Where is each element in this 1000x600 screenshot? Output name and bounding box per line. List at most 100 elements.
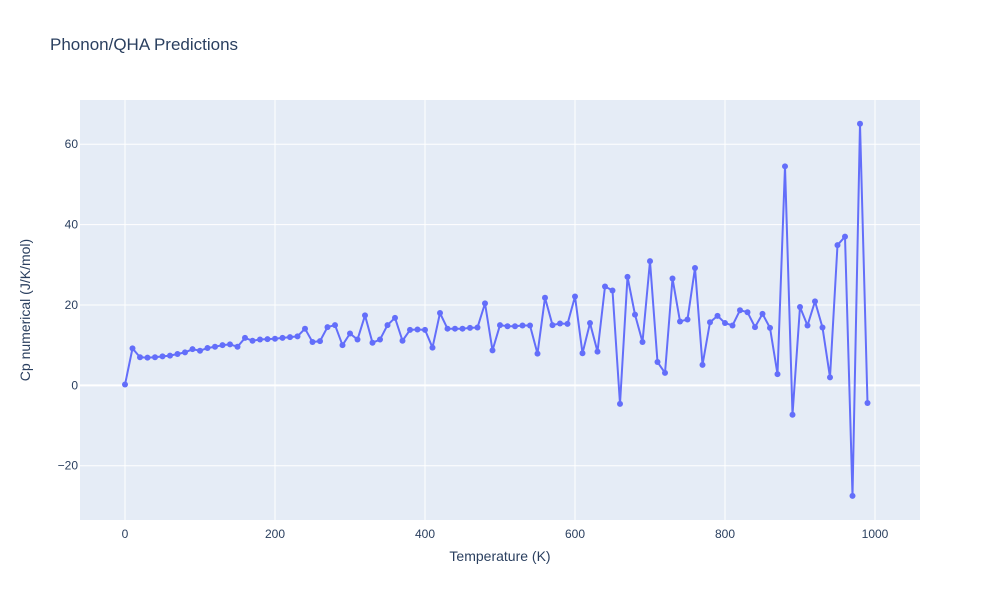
x-tick-label: 1000 [862,527,889,541]
data-point [332,322,338,329]
data-point [647,258,653,265]
data-point [579,350,586,357]
data-point [437,310,443,317]
data-point [467,324,473,331]
x-tick-label: 200 [265,527,285,541]
data-point [414,326,421,333]
data-point [219,342,226,349]
data-point [227,341,233,348]
data-point [459,325,466,332]
data-point [129,345,136,352]
data-point [377,336,383,343]
data-point [849,492,856,499]
data-point [339,342,346,349]
data-point [324,324,331,331]
data-point [594,348,601,355]
data-point [609,287,616,294]
data-point [782,163,788,170]
data-point [302,325,308,332]
series-line [124,122,869,497]
data-point [399,337,406,344]
data-point [759,310,766,317]
data-point [669,275,676,282]
data-point [452,325,458,332]
data-point [264,336,271,343]
y-tick-label: 20 [65,298,79,312]
y-tick-label: 40 [65,218,79,232]
data-point [827,374,833,381]
data-point [842,233,848,240]
data-point [257,336,263,343]
data-point [624,273,631,280]
data-point [482,300,488,307]
data-point [287,334,293,341]
data-point [542,294,548,301]
tick-labels: 0 200 400 600 800 1000 −20 0 20 40 60 [58,137,889,541]
data-point [152,354,158,361]
data-point [309,338,316,345]
data-point [714,312,721,319]
data-point [564,320,571,327]
data-point [632,311,638,318]
data-point [362,312,368,319]
data-point [444,325,451,332]
data-point [504,323,511,330]
data-point [189,346,196,353]
data-point [654,359,661,366]
y-tick-label: −20 [58,459,79,473]
data-point [617,400,623,407]
data-point [212,343,218,350]
data-point [234,343,241,350]
data-point [197,347,203,354]
data-point [527,322,533,329]
data-point [534,350,541,357]
data-point [204,344,211,351]
data-point [662,369,668,376]
data-point [692,265,698,271]
data-point [122,381,128,388]
data-point [174,351,181,358]
data-point [474,324,481,331]
x-tick-label: 600 [565,527,585,541]
data-point [857,120,863,127]
data-point [407,326,413,333]
data-point [519,322,526,329]
data-point [572,293,578,300]
data-point [354,336,361,343]
data-point [384,322,391,329]
data-point [249,337,256,344]
data-point [489,347,496,354]
data-point [557,320,563,327]
data-point [497,322,503,329]
data-point [137,354,143,361]
data-point [737,307,743,314]
data-point [159,353,166,360]
data-point [677,318,683,325]
data-point [587,320,593,327]
x-tick-label: 400 [415,527,435,541]
data-point [767,324,773,331]
data-point [797,303,803,310]
data-point [789,411,796,418]
data-point [242,334,248,341]
data-point [722,320,728,327]
data-point [317,338,323,345]
chart-title: Phonon/QHA Predictions [50,35,238,54]
data-point [729,322,736,329]
data-point [294,333,301,340]
data-point [699,361,706,368]
data-point [812,298,818,305]
data-point [422,326,428,333]
data-point [182,349,188,356]
data-point [744,309,751,316]
y-tick-label: 60 [65,137,79,151]
data-point [864,400,871,407]
data-point [804,322,811,329]
data-point [602,283,608,290]
data-point [707,319,713,326]
data-point [639,338,646,345]
x-tick-label: 0 [122,527,129,541]
data-point [774,371,781,378]
y-axis-label: Cp numerical (J/K/mol) [17,239,33,381]
